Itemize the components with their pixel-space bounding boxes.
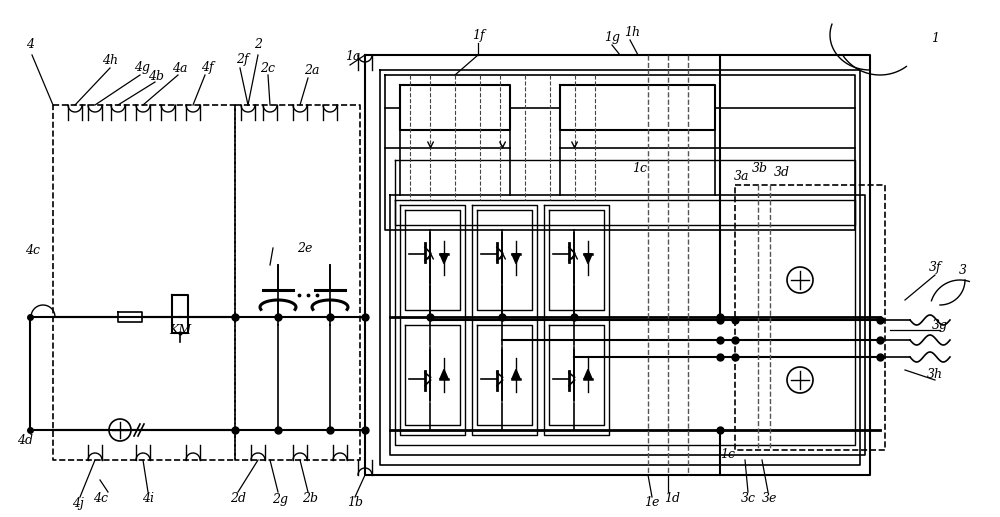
Text: 1c: 1c: [633, 161, 648, 175]
Text: 3b: 3b: [752, 161, 768, 175]
Text: KM: KM: [169, 324, 191, 337]
Text: 3: 3: [959, 264, 967, 277]
Text: 1: 1: [931, 32, 939, 44]
Text: 1g: 1g: [604, 32, 620, 44]
Polygon shape: [512, 254, 520, 264]
Text: 1b: 1b: [347, 496, 363, 509]
Text: 1h: 1h: [624, 25, 640, 38]
Text: 1c: 1c: [720, 449, 736, 462]
Text: 2: 2: [254, 38, 262, 52]
Text: 2e: 2e: [297, 241, 313, 254]
Text: 1a: 1a: [345, 51, 361, 64]
Text: 2c: 2c: [260, 62, 276, 74]
Text: 3g: 3g: [932, 318, 948, 331]
Text: 1e: 1e: [644, 496, 660, 509]
Text: 4f: 4f: [201, 62, 213, 74]
Text: 4c: 4c: [26, 244, 40, 256]
Text: 4j: 4j: [72, 496, 84, 509]
Text: 4a: 4a: [172, 62, 188, 74]
Polygon shape: [584, 370, 592, 379]
Text: 3c: 3c: [740, 493, 756, 506]
Text: 4i: 4i: [142, 492, 154, 505]
Text: 2d: 2d: [230, 493, 246, 506]
Text: 4d: 4d: [17, 433, 33, 447]
Text: 4c: 4c: [93, 492, 108, 505]
Text: 2b: 2b: [302, 493, 318, 506]
Polygon shape: [512, 370, 520, 379]
Text: 4b: 4b: [148, 69, 164, 83]
Text: 2a: 2a: [304, 64, 320, 77]
Text: 2g: 2g: [272, 493, 288, 506]
Text: 3d: 3d: [774, 165, 790, 178]
Text: 3f: 3f: [929, 262, 941, 275]
Polygon shape: [440, 254, 448, 264]
Text: 3a: 3a: [734, 170, 750, 183]
Text: 4h: 4h: [102, 53, 118, 67]
Text: 1d: 1d: [664, 492, 680, 505]
Text: 4: 4: [26, 38, 34, 52]
Text: 1f: 1f: [472, 28, 484, 41]
Polygon shape: [440, 370, 448, 379]
Polygon shape: [584, 254, 592, 264]
Text: 3h: 3h: [927, 369, 943, 382]
Text: 2f: 2f: [236, 53, 248, 67]
Text: 3e: 3e: [762, 493, 778, 506]
Text: 4g: 4g: [134, 62, 150, 74]
